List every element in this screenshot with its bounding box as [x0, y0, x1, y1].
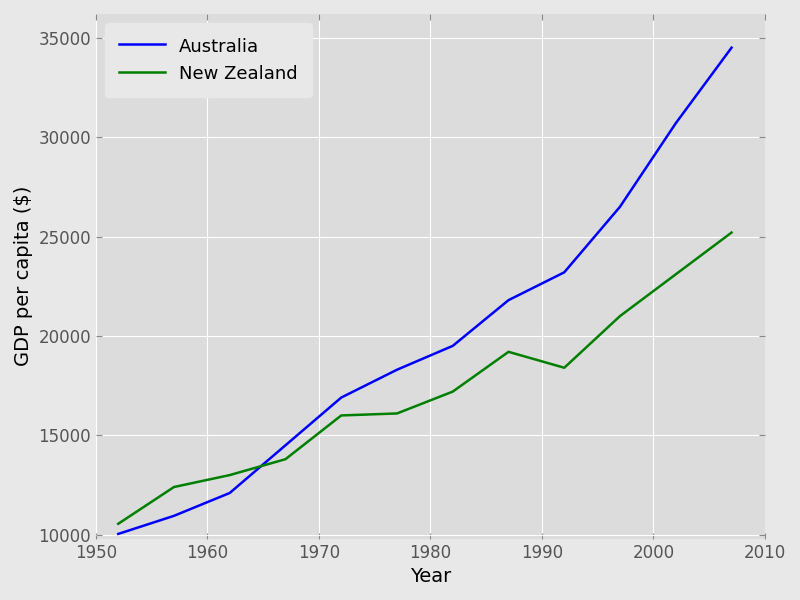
Line: New Zealand: New Zealand	[118, 233, 731, 524]
Legend: Australia, New Zealand: Australia, New Zealand	[105, 23, 312, 97]
Australia	[337, 394, 346, 401]
New Zealand	[671, 271, 681, 278]
Australia	[615, 203, 625, 211]
New Zealand	[169, 484, 178, 491]
Australia	[726, 44, 736, 51]
Australia	[559, 269, 569, 276]
Australia	[392, 366, 402, 373]
New Zealand	[448, 388, 458, 395]
New Zealand	[114, 520, 123, 527]
New Zealand	[392, 410, 402, 417]
New Zealand	[615, 313, 625, 320]
Australia	[169, 512, 178, 520]
New Zealand	[559, 364, 569, 371]
Australia	[281, 442, 290, 449]
New Zealand	[225, 472, 234, 479]
X-axis label: Year: Year	[410, 567, 451, 586]
New Zealand	[726, 229, 736, 236]
Line: Australia: Australia	[118, 47, 731, 534]
Australia	[671, 119, 681, 127]
Australia	[225, 490, 234, 497]
Y-axis label: GDP per capita ($): GDP per capita ($)	[14, 186, 33, 367]
New Zealand	[337, 412, 346, 419]
Australia	[504, 296, 514, 304]
Australia	[448, 342, 458, 349]
New Zealand	[504, 348, 514, 355]
Australia	[114, 530, 123, 538]
New Zealand	[281, 455, 290, 463]
